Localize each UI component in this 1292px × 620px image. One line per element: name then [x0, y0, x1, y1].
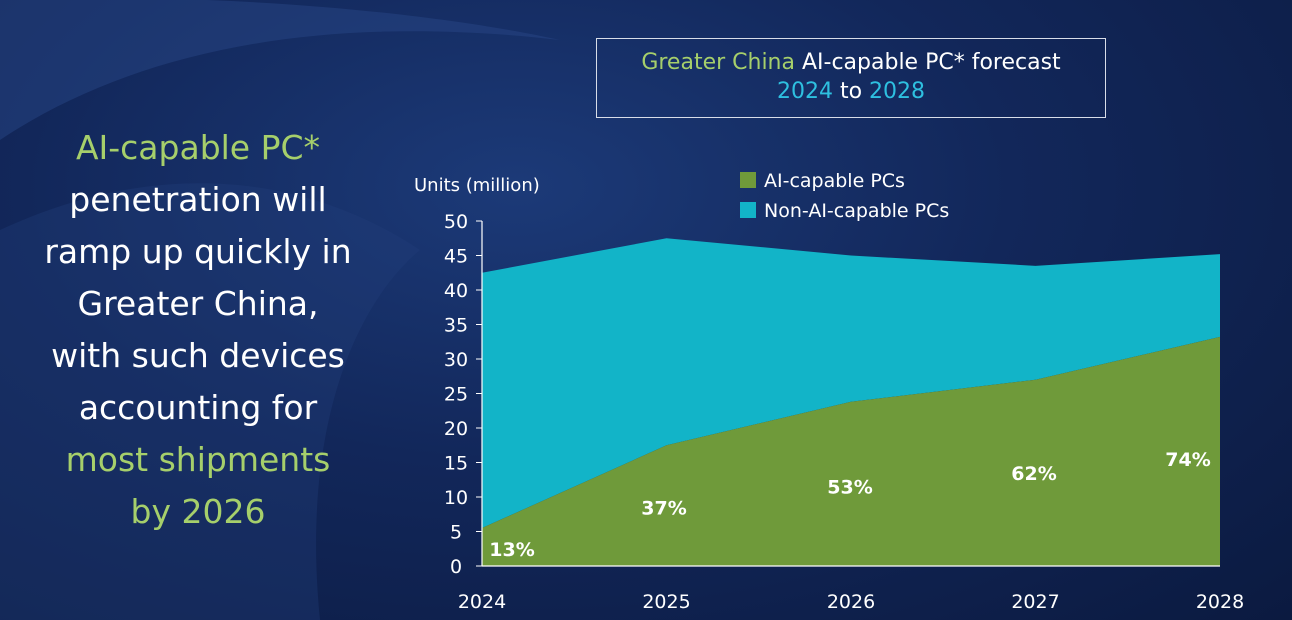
headline-line: by 2026	[130, 492, 266, 531]
headline-line: with such devices	[51, 336, 345, 375]
y-tick-label: 0	[450, 556, 462, 578]
title-year-start: 2024	[776, 79, 833, 104]
headline-line: AI-capable PC*	[75, 128, 321, 167]
legend-swatch	[740, 202, 756, 218]
series-area-ai-capable	[482, 336, 1220, 566]
headline-line: accounting for	[78, 388, 318, 427]
headline-line: most shipments	[65, 440, 331, 479]
chart-title-box: Greater China AI-capable PC* forecast 20…	[596, 38, 1106, 118]
headline-line: penetration will	[69, 180, 327, 219]
x-tick-label: 2027	[1011, 591, 1059, 613]
y-tick-label: 20	[444, 418, 468, 440]
data-label: 37%	[641, 497, 686, 519]
y-tick-label: 5	[450, 522, 462, 544]
chart-title-line1: Greater China AI-capable PC* forecast	[597, 48, 1105, 77]
y-tick-label: 15	[444, 453, 468, 475]
y-axis-title: Units (million)	[414, 175, 540, 196]
x-tick-label: 2025	[642, 591, 690, 613]
title-year-end: 2028	[869, 79, 926, 104]
headline: AI-capable PC* penetration will ramp up …	[8, 122, 388, 538]
title-to: to	[839, 79, 863, 104]
data-label: 62%	[1011, 463, 1056, 485]
title-subject: AI-capable PC* forecast	[801, 50, 1061, 75]
data-label: 13%	[489, 539, 534, 561]
x-tick-label: 2026	[827, 591, 875, 613]
headline-line: Greater China,	[77, 284, 319, 323]
y-tick-label: 30	[444, 349, 468, 371]
legend-label: Non-AI-capable PCs	[764, 200, 949, 222]
legend-label: AI-capable PCs	[764, 170, 905, 192]
headline-line: ramp up quickly in	[44, 232, 352, 271]
legend-swatch	[740, 172, 756, 188]
y-tick-label: 40	[444, 280, 468, 302]
y-tick-label: 45	[444, 246, 468, 268]
y-tick-label: 25	[444, 384, 468, 406]
chart-title-line2: 2024 to 2028	[597, 77, 1105, 106]
data-label: 74%	[1165, 449, 1210, 471]
series-area-non-ai-capable	[482, 238, 1220, 529]
title-region: Greater China	[641, 50, 795, 75]
x-tick-label: 2024	[458, 591, 506, 613]
y-tick-label: 10	[444, 487, 468, 509]
y-tick-label: 50	[444, 211, 468, 233]
data-label: 53%	[827, 477, 872, 499]
x-tick-label: 2028	[1196, 591, 1244, 613]
y-tick-label: 35	[444, 315, 468, 337]
